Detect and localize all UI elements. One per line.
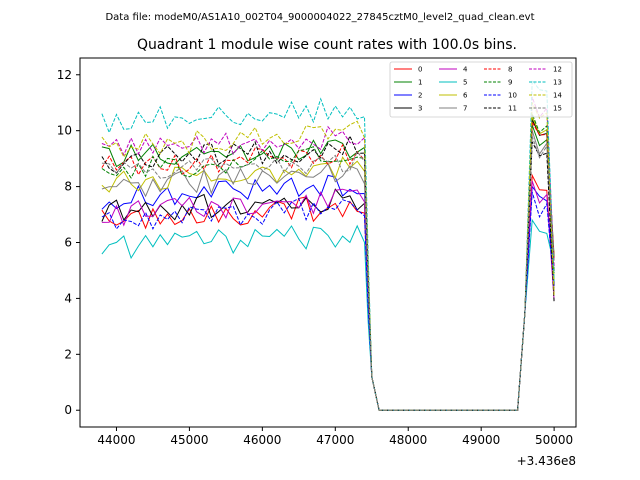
x-tick-label: 48000 xyxy=(389,433,427,447)
legend-label-11: 11 xyxy=(508,105,517,113)
figure-suptitle: Data file: modeM0/AS1A10_002T04_90000040… xyxy=(105,12,534,23)
legend-label-1: 1 xyxy=(418,79,422,87)
series-line-12 xyxy=(101,96,555,411)
legend-label-4: 4 xyxy=(463,66,468,74)
series-line-9 xyxy=(101,113,555,411)
legend-label-15: 15 xyxy=(553,105,562,113)
x-tick-label: 46000 xyxy=(243,433,281,447)
y-tick-label: 10 xyxy=(57,124,72,138)
y-tick-label: 12 xyxy=(57,68,72,82)
legend-box xyxy=(389,61,573,118)
series-line-6 xyxy=(101,116,555,411)
y-tick-label: 2 xyxy=(64,347,72,361)
legend-label-13: 13 xyxy=(553,79,562,87)
series-line-0 xyxy=(101,173,555,411)
legend-label-0: 0 xyxy=(418,66,422,74)
series-line-14 xyxy=(101,102,555,411)
x-tick-label: 44000 xyxy=(97,433,135,447)
plot-lines xyxy=(101,79,555,411)
series-line-8 xyxy=(101,120,555,411)
series-line-4 xyxy=(101,180,555,411)
legend-label-7: 7 xyxy=(463,105,467,113)
legend-label-14: 14 xyxy=(553,92,562,100)
series-line-13 xyxy=(101,79,555,411)
y-tick-label: 6 xyxy=(64,236,72,250)
legend-label-6: 6 xyxy=(463,92,468,100)
x-axis: 44000 45000 46000 47000 48000 49000 50000 xyxy=(97,427,573,447)
series-line-1 xyxy=(101,124,555,411)
legend-label-3: 3 xyxy=(418,105,422,113)
x-tick-label: 47000 xyxy=(316,433,354,447)
x-tick-label: 50000 xyxy=(535,433,573,447)
y-axis: 0 2 4 6 8 10 12 xyxy=(57,68,80,417)
series-line-2 xyxy=(101,174,555,411)
x-tick-label: 45000 xyxy=(170,433,208,447)
y-tick-label: 4 xyxy=(64,291,72,305)
series-line-10 xyxy=(101,192,555,411)
legend-label-8: 8 xyxy=(508,66,512,74)
series-line-7 xyxy=(101,130,555,411)
chart-title: Quadrant 1 module wise count rates with … xyxy=(137,37,517,53)
legend-label-2: 2 xyxy=(418,92,422,100)
series-line-15 xyxy=(101,136,555,411)
legend-label-12: 12 xyxy=(553,66,562,74)
legend-label-9: 9 xyxy=(508,79,512,87)
y-tick-label: 8 xyxy=(64,180,72,194)
x-axis-offset-label: +3.436e8 xyxy=(517,454,576,468)
legend-label-10: 10 xyxy=(508,92,517,100)
x-tick-label: 49000 xyxy=(462,433,500,447)
series-line-11 xyxy=(101,134,555,411)
series-line-5 xyxy=(101,218,555,411)
legend-label-5: 5 xyxy=(463,79,467,87)
y-tick-label: 0 xyxy=(64,403,72,417)
